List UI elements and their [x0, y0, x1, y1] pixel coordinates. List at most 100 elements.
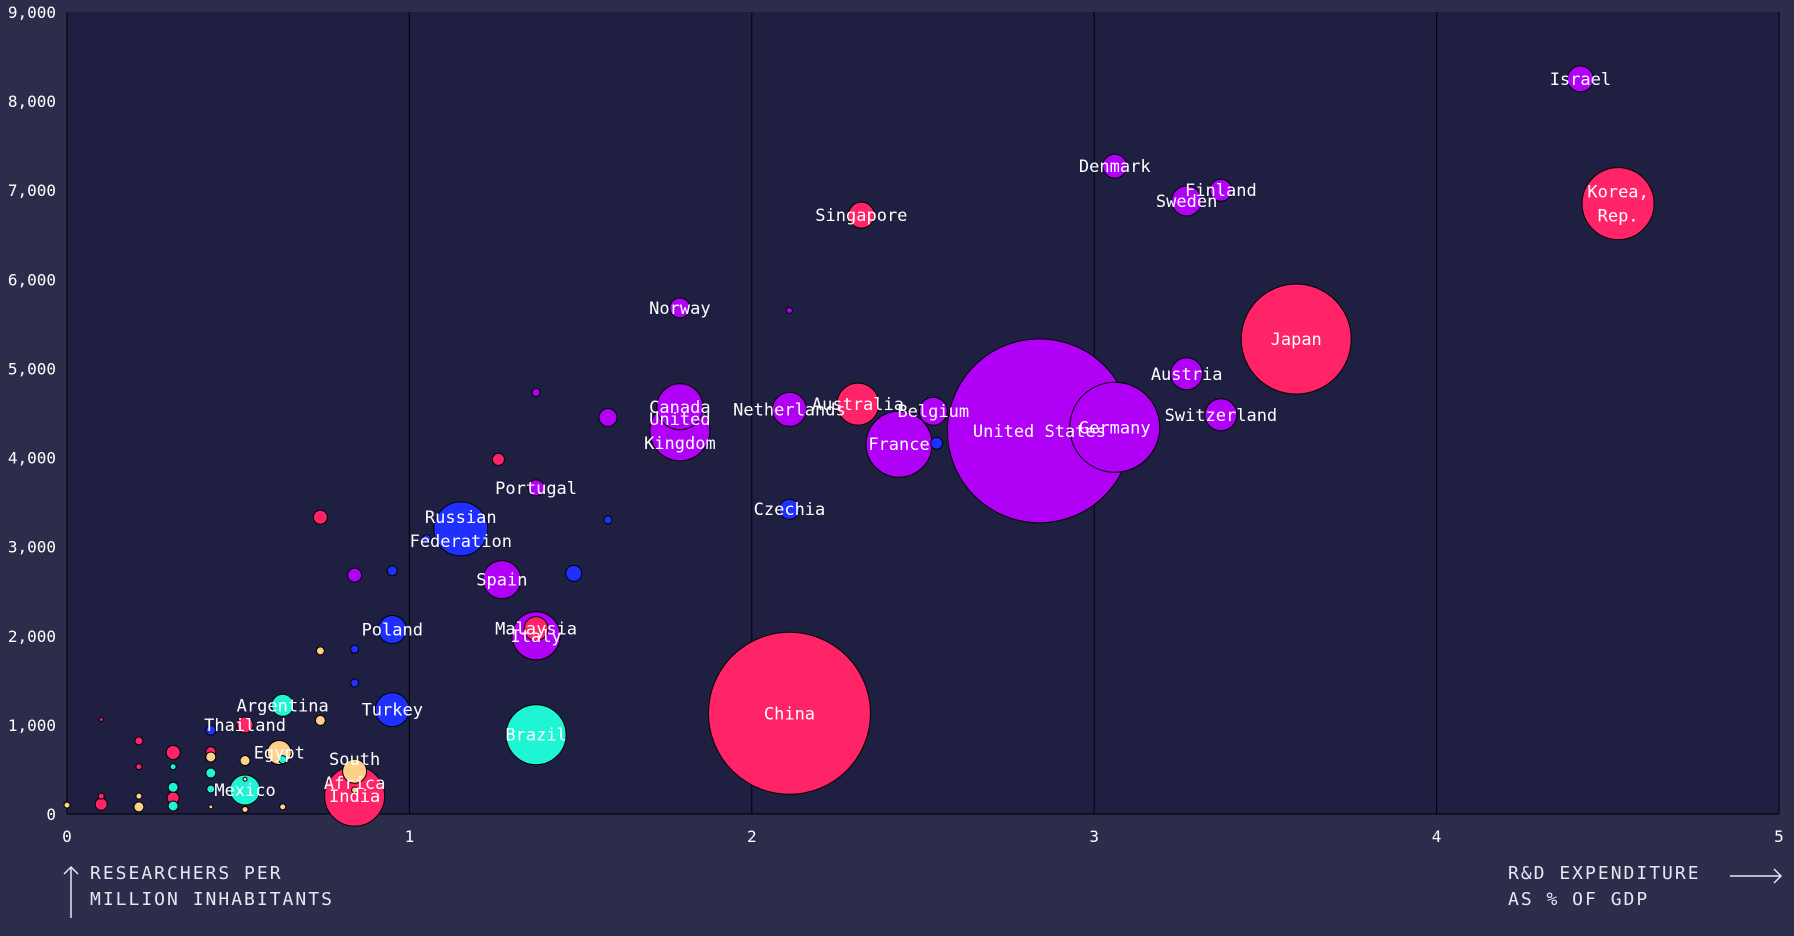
bubble	[350, 644, 360, 654]
bubble-label: China	[764, 704, 815, 724]
bubble	[63, 801, 71, 809]
bubble	[656, 383, 704, 431]
bubble	[350, 678, 360, 688]
bubble	[1171, 185, 1203, 217]
bubble-label: Brazil	[505, 726, 566, 746]
bubble	[669, 297, 691, 319]
y-axis-title: RESEARCHERS PER MILLION INHABITANTS	[90, 861, 334, 913]
bubble	[422, 534, 432, 544]
bubble	[1240, 283, 1352, 395]
bubble-label: India	[329, 787, 380, 807]
y-tick-label: 9,000	[8, 3, 56, 22]
y-tick-label: 3,000	[8, 538, 56, 557]
bubble-label: Mexico	[214, 781, 275, 801]
bubble	[523, 616, 549, 642]
bubble-label: Finland	[1185, 181, 1257, 201]
y-tick-label: 6,000	[8, 270, 56, 289]
bubble	[527, 479, 545, 497]
bubble	[1102, 153, 1128, 179]
bubble-label: Argentina	[237, 696, 329, 716]
bubble	[930, 436, 944, 450]
bubble-label: Russian Federation	[410, 508, 512, 552]
bubble	[271, 693, 295, 717]
bubble	[239, 755, 251, 767]
bubble	[1170, 357, 1204, 391]
bubble	[206, 784, 216, 794]
y-tick-label: 1,000	[8, 716, 56, 735]
bubble	[167, 781, 179, 793]
bubble	[167, 800, 179, 812]
y-axis-title-line-2: MILLION INHABITANTS	[90, 889, 334, 910]
bubble	[314, 714, 326, 726]
bubble	[242, 776, 248, 782]
bubble	[778, 498, 800, 520]
x-axis-title-line-2: AS % OF GDP	[1508, 889, 1650, 910]
bubble-label: Belgium	[897, 402, 969, 422]
bubble	[491, 452, 505, 466]
bubble-label: Turkey	[362, 701, 423, 721]
y-tick-label: 4,000	[8, 449, 56, 468]
bubble	[236, 716, 254, 734]
bubble	[433, 501, 489, 557]
bubble	[169, 763, 177, 771]
x-tick-label: 0	[62, 827, 72, 846]
bubble	[229, 774, 261, 806]
bubble	[1581, 167, 1655, 241]
x-axis-title: R&D EXPENDITURE AS % OF GDP	[1508, 861, 1701, 913]
bubble-label: Netherlands	[733, 400, 846, 420]
bubble	[603, 515, 613, 525]
bubble-label: Norway	[649, 299, 710, 319]
bubble	[315, 646, 325, 656]
bubble	[1069, 381, 1161, 473]
bubble	[97, 792, 105, 800]
bubble	[208, 804, 214, 810]
x-tick-label: 1	[405, 827, 415, 846]
x-tick-label: 2	[747, 827, 757, 846]
y-axis-ticks: 0 1,000 2,000 3,000 4,000 5,000 6,000 7,000 8,00…	[8, 3, 56, 824]
bubble-label: United Kingdom	[644, 410, 716, 454]
bubble-label: Spain	[476, 571, 527, 591]
y-tick-label: 2,000	[8, 627, 56, 646]
x-tick-label: 5	[1774, 827, 1784, 846]
x-tick-label: 3	[1089, 827, 1099, 846]
bubble-label: Poland	[362, 621, 423, 641]
bubble	[771, 391, 807, 427]
bubble	[279, 803, 287, 811]
bubble	[565, 564, 583, 582]
bubble	[598, 407, 618, 427]
bubble-label: Denmark	[1079, 157, 1151, 177]
bubble	[135, 763, 143, 771]
y-tick-label: 7,000	[8, 181, 56, 200]
bubble	[918, 396, 948, 426]
up-arrow-icon	[63, 865, 79, 918]
y-axis-title-line-1: RESEARCHERS PER	[90, 863, 283, 884]
y-tick-label: 8,000	[8, 92, 56, 111]
bubble	[505, 704, 567, 766]
bubble	[1209, 178, 1233, 202]
bubble-label: France	[868, 435, 929, 455]
bubble-label: Portugal	[495, 479, 577, 499]
bubble-label: Japan	[1271, 330, 1322, 350]
bubble	[707, 631, 871, 795]
right-arrow-icon	[1730, 868, 1783, 884]
bubble-label: Canada	[649, 398, 710, 418]
bubble-label: Thailand	[204, 716, 286, 736]
bubble-label: Austria	[1151, 365, 1223, 385]
bubble	[241, 806, 249, 814]
bubble-label: Czechia	[754, 500, 826, 520]
x-axis-ticks: 0 1 2 3 4 5	[62, 827, 1784, 846]
bubble-label: Israel	[1550, 70, 1611, 90]
bubble	[205, 751, 217, 763]
bubble	[94, 797, 108, 811]
bubble-label: Italy	[510, 627, 561, 647]
bubble	[785, 307, 793, 315]
x-axis-title-line-1: R&D EXPENDITURE	[1508, 863, 1701, 884]
bubble	[342, 758, 368, 784]
bubble-label: Egypt	[254, 744, 305, 764]
bubble-label: South Africa	[324, 750, 385, 794]
bubble	[133, 801, 145, 813]
bubble	[1204, 398, 1238, 432]
bubble	[205, 767, 217, 779]
bubble-label: Sweden	[1156, 192, 1217, 212]
